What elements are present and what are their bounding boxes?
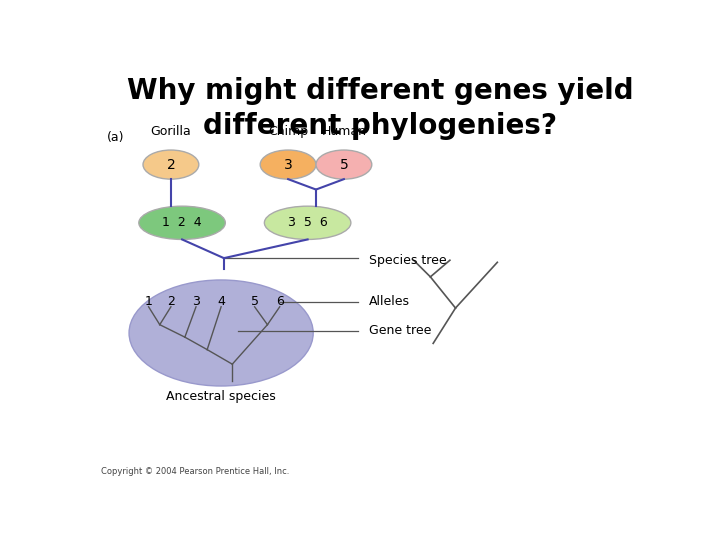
Text: Alleles: Alleles bbox=[369, 295, 410, 308]
Ellipse shape bbox=[260, 150, 316, 179]
Text: Species tree: Species tree bbox=[369, 254, 446, 267]
Text: Chimp: Chimp bbox=[268, 125, 308, 138]
Text: 5: 5 bbox=[251, 295, 258, 308]
Text: Why might different genes yield
different phylogenies?: Why might different genes yield differen… bbox=[127, 77, 634, 140]
Text: Ancestral species: Ancestral species bbox=[166, 390, 276, 403]
Text: 2: 2 bbox=[166, 158, 175, 172]
Text: Human: Human bbox=[321, 125, 366, 138]
Text: 3  5  6: 3 5 6 bbox=[288, 217, 328, 230]
Text: 3: 3 bbox=[192, 295, 200, 308]
Text: 1  2  4: 1 2 4 bbox=[162, 217, 202, 230]
Text: 3: 3 bbox=[284, 158, 292, 172]
Text: Copyright © 2004 Pearson Prentice Hall, Inc.: Copyright © 2004 Pearson Prentice Hall, … bbox=[101, 467, 289, 476]
Ellipse shape bbox=[139, 206, 225, 239]
Text: Gorilla: Gorilla bbox=[150, 125, 192, 138]
Ellipse shape bbox=[316, 150, 372, 179]
Text: 1: 1 bbox=[145, 295, 153, 308]
Text: 5: 5 bbox=[340, 158, 348, 172]
Ellipse shape bbox=[264, 206, 351, 239]
Text: 6: 6 bbox=[276, 295, 284, 308]
Text: 4: 4 bbox=[217, 295, 225, 308]
Ellipse shape bbox=[143, 150, 199, 179]
Text: (a): (a) bbox=[107, 131, 125, 144]
Ellipse shape bbox=[129, 280, 313, 386]
Text: Gene tree: Gene tree bbox=[369, 325, 431, 338]
Text: 2: 2 bbox=[167, 295, 175, 308]
